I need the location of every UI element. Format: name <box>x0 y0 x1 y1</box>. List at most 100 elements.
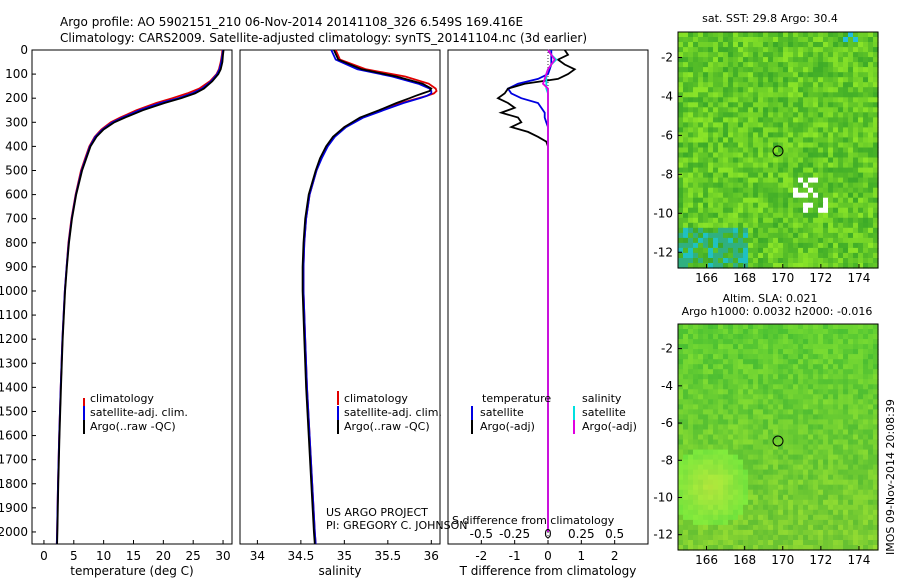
map-cell <box>763 379 769 385</box>
map-cell <box>778 157 784 164</box>
map-cell <box>773 389 779 395</box>
map-cell <box>703 389 709 395</box>
map-cell <box>813 97 819 103</box>
map-cell <box>728 207 734 214</box>
map-cell <box>783 519 789 526</box>
map-cell <box>758 62 764 68</box>
map-cell <box>683 429 689 436</box>
map-cell <box>718 177 724 184</box>
map-cell <box>688 394 694 400</box>
map-cell <box>788 494 794 501</box>
t-diff-tick-label: -2 <box>475 549 487 563</box>
map-cell <box>703 419 709 425</box>
map-cell <box>683 504 689 511</box>
map-cell <box>828 122 834 128</box>
map-cell <box>733 545 739 551</box>
map-cell <box>758 364 764 370</box>
map-cell <box>678 409 684 415</box>
map-cell <box>823 389 829 395</box>
map-cell <box>848 247 854 254</box>
map-cell <box>808 529 814 536</box>
map-cell <box>843 334 849 340</box>
map-cell <box>793 404 799 410</box>
map-cell <box>773 339 779 345</box>
t-diff-tick-label: 1 <box>578 549 586 563</box>
map-cell <box>868 42 874 48</box>
map-cell <box>753 499 759 506</box>
map-cell <box>758 112 764 118</box>
map-cell <box>828 359 834 365</box>
map-cell <box>873 202 879 209</box>
map-cell <box>758 177 764 184</box>
map-cell <box>853 92 859 98</box>
map-cell <box>733 207 739 214</box>
map-cell <box>873 394 879 400</box>
map-cell <box>788 374 794 380</box>
map-cell <box>768 82 774 88</box>
map-cell <box>693 237 699 244</box>
map-cell <box>738 247 744 254</box>
map-cell <box>688 379 694 385</box>
map-cell <box>733 67 739 73</box>
map-cell <box>678 32 684 38</box>
map-cell <box>838 222 844 229</box>
map-cell <box>693 107 699 113</box>
map-cell <box>873 514 879 521</box>
map-cell <box>858 414 864 420</box>
map-cell <box>763 247 769 254</box>
map-cell <box>753 127 759 133</box>
map-cell <box>698 57 704 63</box>
map-cell <box>748 107 754 113</box>
map-cell <box>783 182 789 189</box>
map-cell <box>773 222 779 229</box>
map-cell <box>728 409 734 415</box>
map-cell <box>798 157 804 164</box>
map-x-tick-label: 172 <box>809 553 832 567</box>
map-cell <box>753 529 759 536</box>
map-cell <box>833 359 839 365</box>
map-cell <box>773 384 779 390</box>
map-cell <box>803 77 809 83</box>
series-line-t-argo-adj- <box>496 49 577 532</box>
map-cell <box>753 459 759 466</box>
map-cell <box>763 509 769 516</box>
map-cell <box>863 504 869 511</box>
map-cell <box>788 489 794 496</box>
map-cell <box>768 524 774 531</box>
map-cell <box>813 349 819 355</box>
map-cell <box>843 132 849 138</box>
map-cell <box>788 122 794 128</box>
map-cell <box>718 454 724 461</box>
map-cell <box>713 263 719 269</box>
map-cell <box>783 464 789 471</box>
map-cell <box>713 354 719 360</box>
map-cell <box>763 444 769 451</box>
map-cell <box>743 545 749 551</box>
map-cell <box>718 534 724 541</box>
map-cell <box>783 545 789 551</box>
map-cell <box>843 102 849 108</box>
x-tick-label: 10 <box>96 549 111 563</box>
map-cell <box>773 524 779 531</box>
map-cell <box>718 102 724 108</box>
map-cell <box>808 504 814 511</box>
map-cell <box>818 258 824 264</box>
map-cell <box>788 37 794 43</box>
map-cell <box>753 207 759 214</box>
map-cell <box>873 409 879 415</box>
map-cell <box>748 47 754 53</box>
map-cell <box>703 222 709 229</box>
map-cell <box>723 258 729 264</box>
map-cell <box>853 152 859 159</box>
map-cell <box>763 439 769 446</box>
map-cell <box>713 202 719 209</box>
map-cell <box>773 47 779 53</box>
map-cell <box>758 484 764 491</box>
map-cell <box>803 484 809 491</box>
map-cell <box>743 32 749 38</box>
map-cell <box>708 237 714 244</box>
map-cell <box>693 157 699 164</box>
map-cell <box>758 444 764 451</box>
map-cell <box>833 509 839 516</box>
map-cell <box>678 42 684 48</box>
